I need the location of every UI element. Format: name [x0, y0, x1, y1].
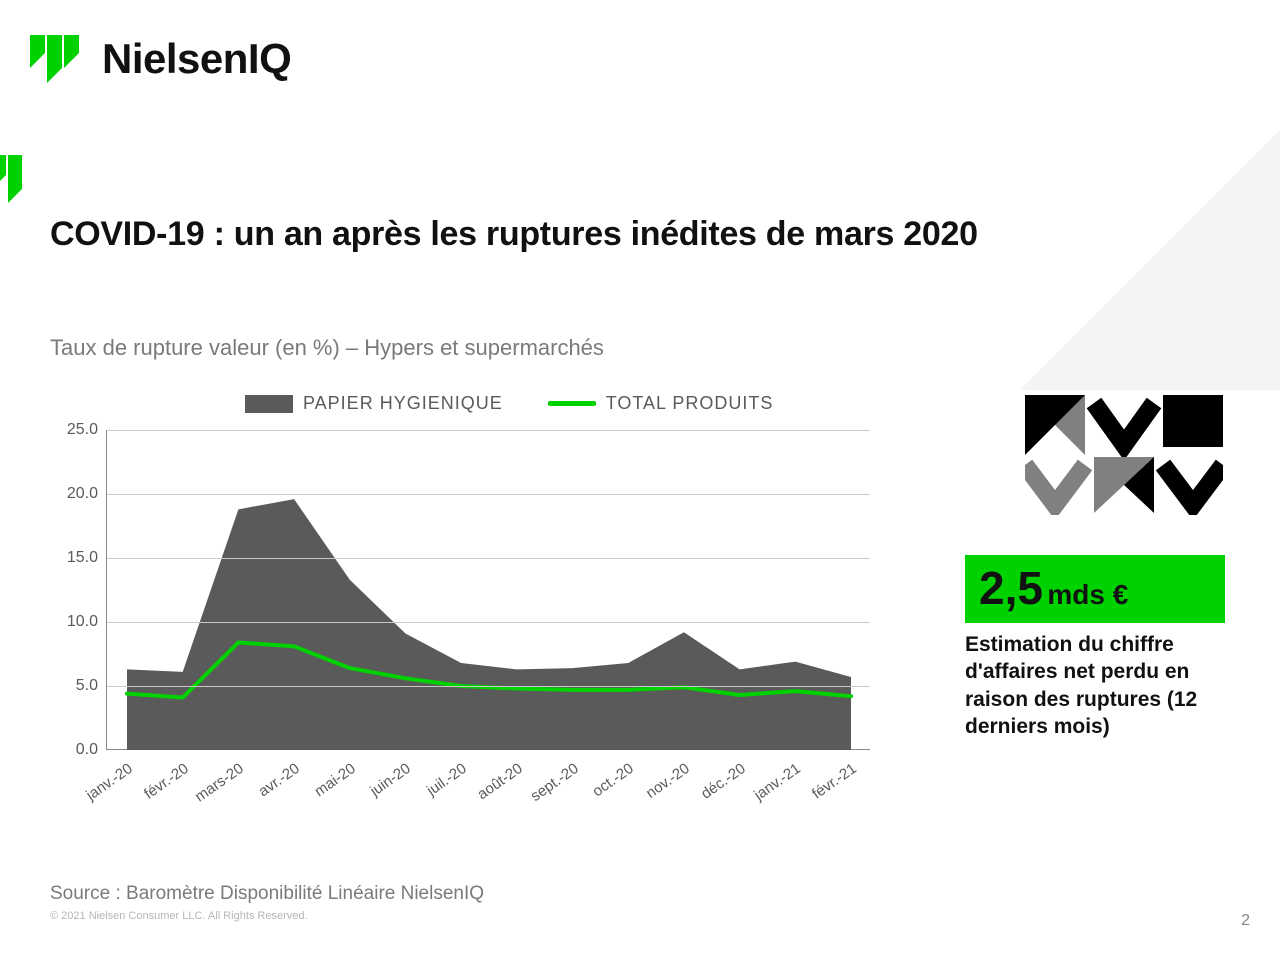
x-tick-label: nov.-20: [643, 760, 693, 802]
x-tick-label: juil.-20: [424, 760, 470, 799]
x-tick-label: déc.-20: [698, 760, 749, 803]
chart: 0.05.010.015.020.025.0 janv.-20févr.-20m…: [50, 430, 870, 810]
slide-title: COVID-19 : un an après les ruptures inéd…: [50, 215, 978, 254]
y-tick-label: 0.0: [76, 741, 98, 759]
plot-area: [106, 430, 870, 750]
chart-subtitle: Taux de rupture valeur (en %) – Hypers e…: [50, 335, 604, 361]
x-tick-label: juin-20: [368, 760, 415, 800]
x-tick-label: janv.-21: [751, 760, 804, 804]
x-tick-label: janv.-20: [83, 760, 136, 804]
page-number: 2: [1241, 912, 1250, 930]
y-axis: 0.05.010.015.020.025.0: [50, 430, 106, 750]
legend-label: TOTAL PRODUITS: [606, 393, 774, 414]
y-tick-label: 5.0: [76, 677, 98, 695]
callout-highlight: 2,5 mds €: [965, 555, 1225, 623]
callout: 2,5 mds € Estimation du chiffre d'affair…: [965, 555, 1225, 740]
callout-unit-text: mds €: [1047, 579, 1128, 610]
brand-logo: NielsenIQ: [30, 35, 291, 83]
brand-mark-icon: [30, 35, 92, 83]
legend-label: PAPIER HYGIENIQUE: [303, 393, 503, 414]
slide: NielsenIQ COVID-19 : un an après les rup…: [0, 0, 1280, 960]
x-tick-label: févr.-21: [809, 760, 860, 803]
callout-number: 2,5: [979, 562, 1043, 614]
legend-swatch-line-icon: [548, 401, 596, 406]
gridline: [107, 686, 870, 687]
x-tick-label: sept.-20: [527, 760, 581, 805]
x-tick-label: mars-20: [192, 760, 247, 805]
x-tick-label: mai-20: [311, 760, 358, 800]
copyright-text: © 2021 Nielsen Consumer LLC. All Rights …: [50, 910, 308, 922]
x-tick-label: oct.-20: [590, 760, 637, 800]
y-tick-label: 10.0: [67, 613, 98, 631]
gridline: [107, 494, 870, 495]
y-tick-label: 15.0: [67, 549, 98, 567]
x-tick-label: févr.-20: [141, 760, 192, 803]
chart-legend: PAPIER HYGIENIQUE TOTAL PRODUITS: [245, 393, 773, 414]
accent-mark-icon: [0, 155, 24, 210]
x-tick-label: août-20: [474, 760, 525, 803]
y-tick-label: 20.0: [67, 485, 98, 503]
area-series: [127, 499, 851, 750]
background-decor: [1020, 130, 1280, 390]
brand-name: NielsenIQ: [102, 35, 291, 83]
gridline: [107, 622, 870, 623]
x-axis: janv.-20févr.-20mars-20avr.-20mai-20juin…: [106, 755, 870, 810]
gridline: [107, 430, 870, 431]
decor-icon-grid: [1025, 395, 1225, 520]
y-tick-label: 25.0: [67, 421, 98, 439]
callout-description: Estimation du chiffre d'affaires net per…: [965, 631, 1225, 740]
gridline: [107, 558, 870, 559]
legend-item-line: TOTAL PRODUITS: [548, 393, 774, 414]
legend-swatch-area-icon: [245, 395, 293, 413]
x-tick-label: avr.-20: [255, 760, 302, 800]
legend-item-area: PAPIER HYGIENIQUE: [245, 393, 503, 414]
source-text: Source : Baromètre Disponibilité Linéair…: [50, 883, 484, 905]
